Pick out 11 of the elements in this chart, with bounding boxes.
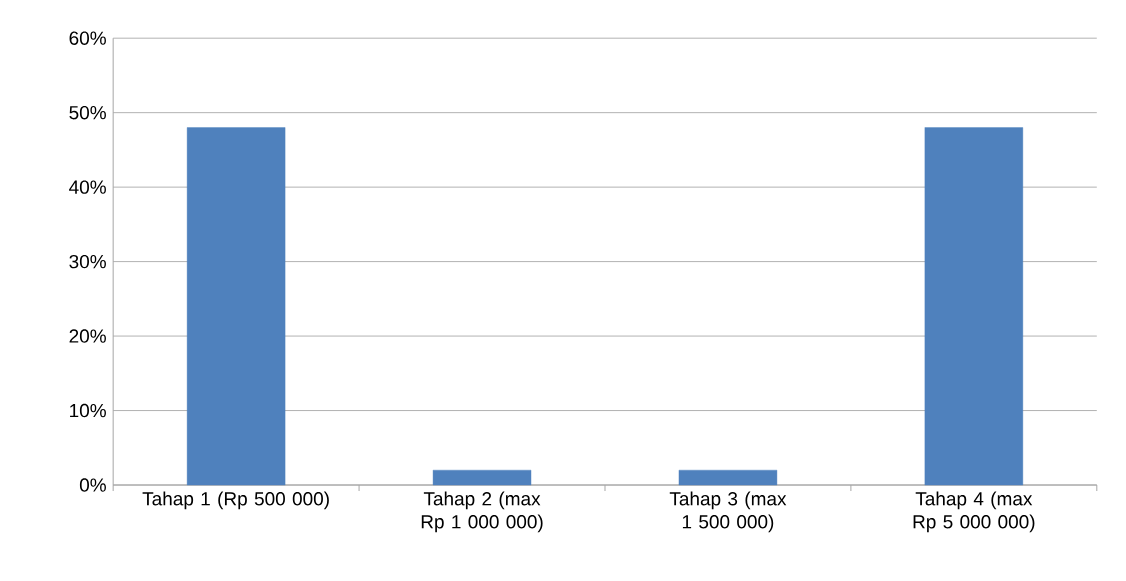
y-tick-label: 0% [79,478,106,492]
y-tick-label: 20% [69,329,106,343]
y-tick-label: 60% [69,31,106,45]
x-tick-label: Tahap 4 (max Rp 5 000 000) [913,491,1035,533]
y-tick-label: 50% [69,105,106,120]
y-tick-label: 40% [69,180,106,194]
y-tick-label: 30% [69,254,106,269]
x-tick-label: Tahap 1 (Rp 500 000) [142,491,329,510]
y-tick-label: 10% [70,403,106,418]
x-tick-label: Tahap 3 (max 1 500 000) [669,491,787,533]
x-tick-label: Tahap 2 (max Rp 1 000 000) [421,491,543,533]
